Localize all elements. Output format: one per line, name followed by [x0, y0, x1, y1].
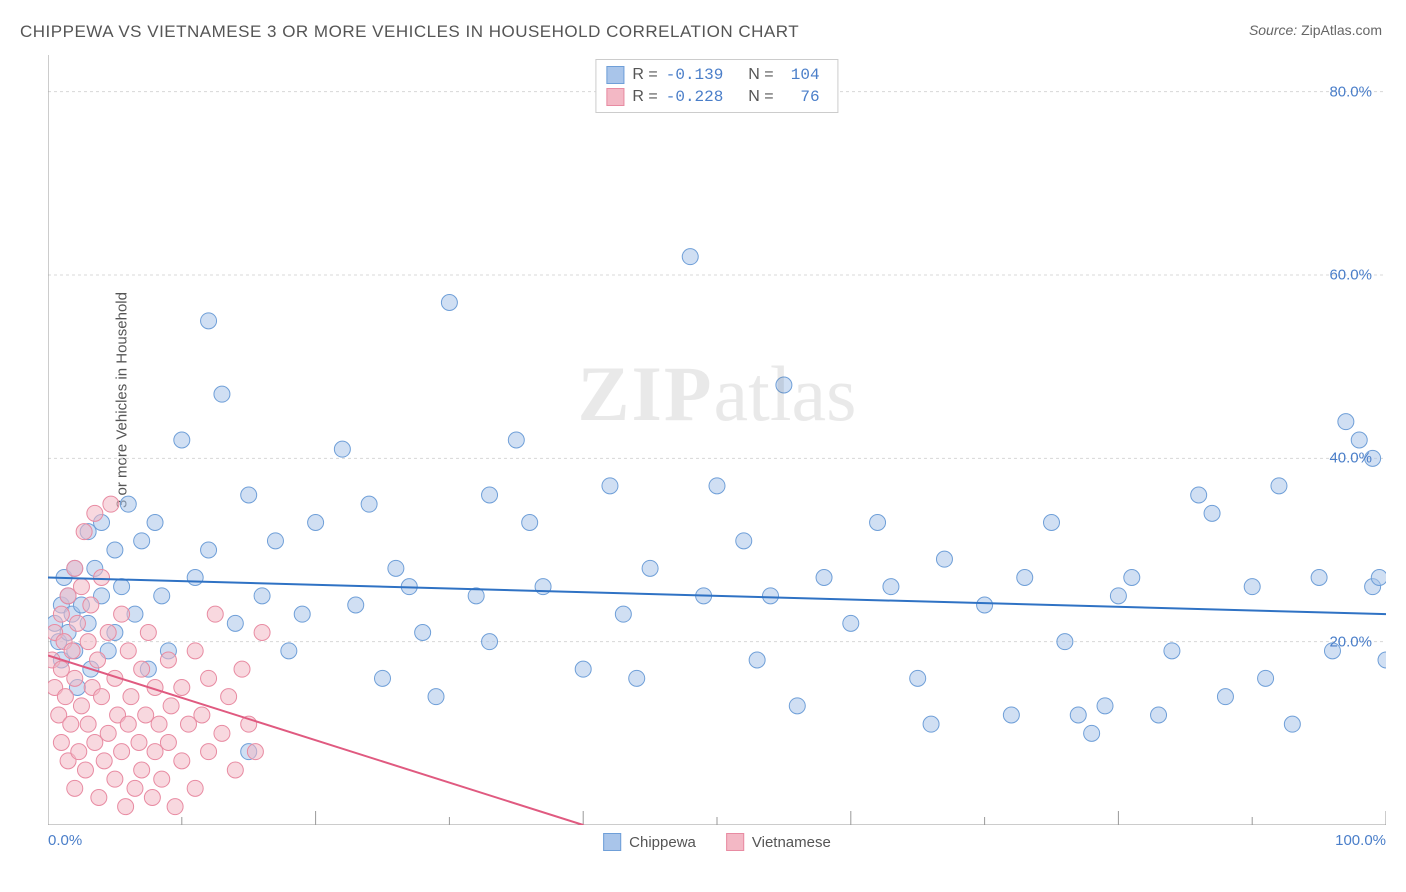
stats-swatch	[606, 88, 624, 106]
stats-r-label: R =	[632, 86, 657, 108]
source-label: Source:	[1249, 22, 1297, 38]
stats-row: R = -0.139 N = 104	[606, 64, 819, 86]
legend-swatch	[726, 833, 744, 851]
stats-n-label: N =	[748, 64, 773, 86]
stats-row: R = -0.228 N = 76	[606, 86, 819, 108]
x-tick-min: 0.0%	[48, 832, 82, 849]
stats-swatch	[606, 66, 624, 84]
correlation-stats-box: R = -0.139 N = 104 R = -0.228 N = 76	[595, 59, 838, 113]
legend-item: Chippewa	[603, 833, 696, 851]
scatter-plot-svg	[48, 55, 1386, 825]
legend-swatch	[603, 833, 621, 851]
stats-r-value: -0.228	[666, 86, 724, 108]
x-tick-max: 100.0%	[1335, 832, 1386, 849]
stats-r-label: R =	[632, 64, 657, 86]
source-value: ZipAtlas.com	[1301, 22, 1382, 38]
legend-item: Vietnamese	[726, 833, 831, 851]
y-tick-label: 40.0%	[1329, 450, 1372, 467]
source-credit: Source: ZipAtlas.com	[1249, 22, 1382, 38]
stats-n-label: N =	[748, 86, 773, 108]
plot-area: ZIPatlas R =-0.139 N =104R =-0.228 N =76…	[48, 55, 1386, 825]
stats-n-value: 76	[782, 86, 820, 108]
legend-label: Chippewa	[629, 834, 696, 851]
stats-r-value: -0.139	[666, 64, 724, 86]
y-tick-label: 60.0%	[1329, 267, 1372, 284]
stats-n-value: 104	[782, 64, 820, 86]
y-tick-label: 20.0%	[1329, 633, 1372, 650]
legend-label: Vietnamese	[752, 834, 831, 851]
chart-title: CHIPPEWA VS VIETNAMESE 3 OR MORE VEHICLE…	[20, 22, 799, 42]
y-tick-label: 80.0%	[1329, 83, 1372, 100]
series-legend: Chippewa Vietnamese	[603, 833, 831, 851]
